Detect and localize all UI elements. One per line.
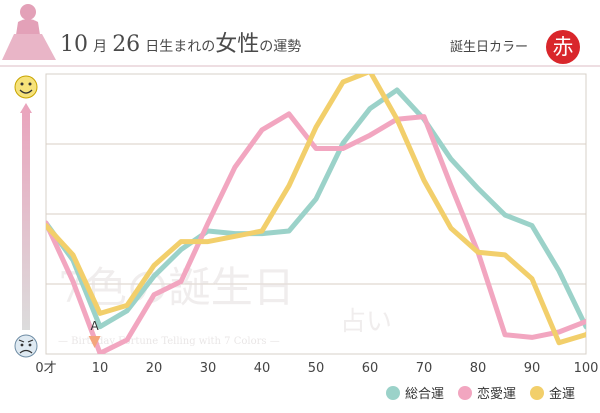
x-tick-label: 30 bbox=[200, 361, 217, 376]
legend-swatch-love bbox=[458, 385, 473, 400]
title-gender: 女性 bbox=[215, 32, 260, 57]
legend-swatch-total bbox=[386, 385, 400, 400]
series-line-love bbox=[46, 111, 586, 354]
watermark: 7色の誕生日 占い — Birthday Fortune Telling wit… bbox=[58, 263, 392, 347]
page-title: 10 月 26 日生まれの女性の運勢 bbox=[60, 26, 301, 58]
legend-swatch-money bbox=[530, 385, 545, 400]
legend-item-money: 金運 bbox=[530, 383, 575, 402]
title-birthday-text: 日生まれの bbox=[145, 39, 216, 55]
sad-face-icon bbox=[14, 334, 38, 358]
watermark-sub: 占い bbox=[340, 307, 392, 337]
x-axis-ticks: 0才 10 20 30 40 50 60 70 80 90 100 bbox=[35, 361, 598, 376]
x-tick-label: 60 bbox=[362, 361, 379, 376]
happy-face-icon bbox=[14, 75, 38, 99]
legend-label-total: 総合運 bbox=[405, 387, 445, 402]
legend-item-total: 総合運 bbox=[386, 383, 444, 402]
marker-triangle bbox=[88, 336, 101, 348]
x-tick-label: 80 bbox=[470, 361, 487, 376]
x-tick-label: 70 bbox=[416, 361, 433, 376]
age-marker: A bbox=[88, 319, 101, 348]
legend-label-love: 恋愛運 bbox=[477, 387, 517, 402]
x-tick-label: 50 bbox=[308, 361, 325, 376]
title-day: 26 bbox=[112, 32, 141, 57]
legend-label-money: 金運 bbox=[549, 387, 576, 402]
series-line-money bbox=[46, 74, 586, 346]
x-tick-label: 40 bbox=[254, 361, 271, 376]
title-fortune: の運勢 bbox=[259, 39, 302, 55]
title-month: 10 bbox=[60, 32, 88, 57]
series-lines bbox=[46, 74, 586, 354]
x-tick-label: 20 bbox=[146, 361, 163, 376]
scale-bar bbox=[20, 103, 32, 330]
birthday-color-label: 誕生日カラー bbox=[449, 40, 528, 55]
x-tick-label: 10 bbox=[92, 361, 109, 376]
woman-silhouette-icon bbox=[2, 4, 56, 60]
x-tick-label: 100 bbox=[574, 361, 599, 376]
header: 10 月 26 日生まれの女性の運勢 誕生日カラー 赤 bbox=[0, 0, 600, 66]
grid-lines bbox=[46, 143, 586, 285]
marker-label: A bbox=[90, 319, 99, 333]
legend: 総合運 恋愛運 金運 bbox=[386, 383, 575, 402]
title-month-unit: 月 bbox=[93, 39, 108, 55]
series-line-total bbox=[46, 87, 586, 330]
x-tick-label: 90 bbox=[524, 361, 541, 376]
x-tick-label: 0才 bbox=[35, 361, 56, 376]
birthday-color-badge: 赤 bbox=[546, 30, 580, 64]
watermark-english: — Birthday Fortune Telling with 7 Colors… bbox=[58, 336, 280, 347]
legend-item-love: 恋愛運 bbox=[458, 383, 516, 402]
